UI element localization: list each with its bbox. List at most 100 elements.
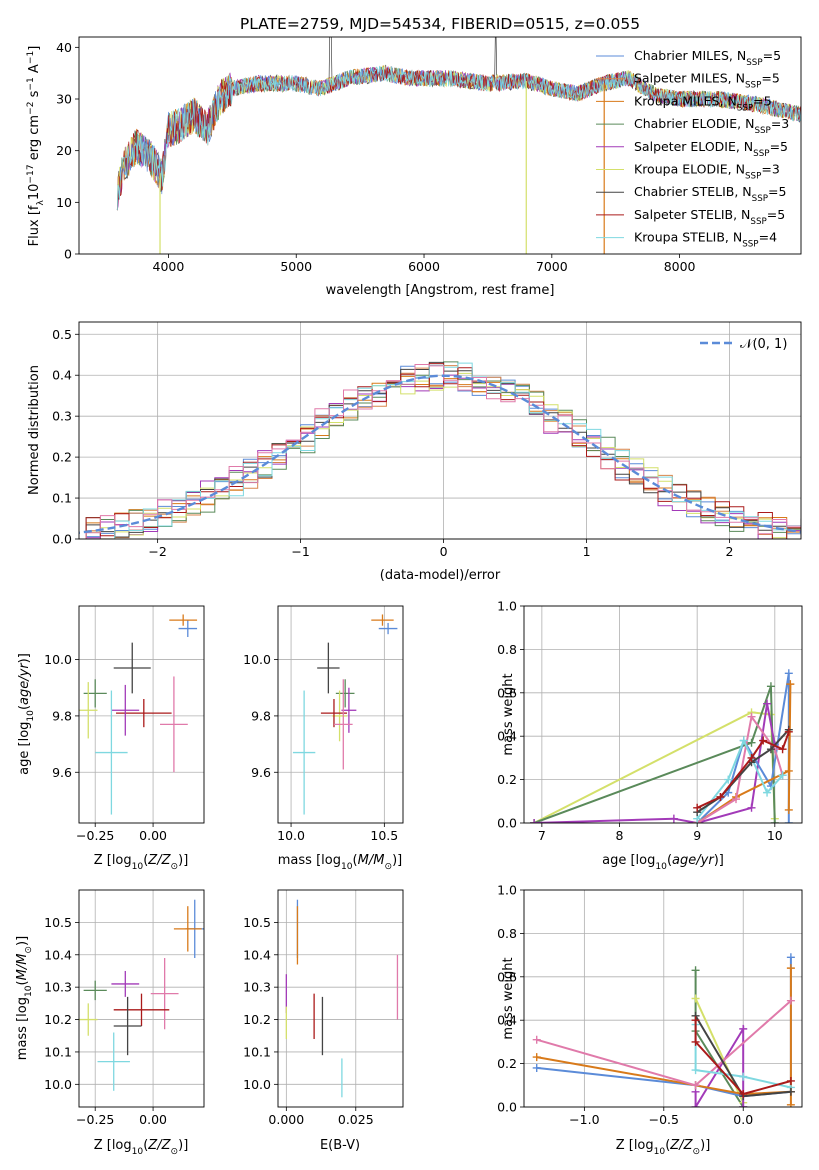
weight-marker (747, 803, 756, 812)
legend-label: 𝒩(0, 1) (740, 337, 787, 352)
weight-marker (786, 1100, 795, 1107)
weight-marker (786, 1087, 795, 1096)
y-tick-label: 0.8 (497, 926, 517, 941)
axes-massweight-vs-Z: −1.0 −0.5 0.0 0.0 0.2 0.4 0.6 0.8 1.0 mass weight… (497, 883, 803, 1157)
weight-marker (766, 745, 775, 754)
x-tick-label: 7000 (536, 259, 568, 274)
x-tick-label: 10.0 (277, 828, 305, 843)
x-tick-label: 10.5 (370, 828, 398, 843)
y-tick-label: 0.2 (497, 772, 517, 787)
weight-marker (786, 964, 795, 973)
weight-marker (784, 727, 793, 736)
weight-marker (786, 953, 795, 962)
x-tick-label: 0 (440, 544, 448, 559)
legend-label: Salpeter MILES, NSSP=5 (634, 71, 780, 91)
y-axis-label: mass [log10(M/M⊙)] (15, 936, 34, 1060)
y-tick-label: 10.3 (44, 980, 72, 995)
y-axis-label: Flux [fλ10−17 erg cm−2 s−1 A−1] (26, 46, 46, 247)
x-axis-label: Z [log10(Z/Z⊙)] (616, 1138, 711, 1157)
x-tick-label: −0.25 (76, 1112, 114, 1127)
weight-marker (778, 771, 787, 780)
weight-marker (786, 680, 795, 689)
x-tick-label: −1 (291, 544, 309, 559)
x-tick-label: 0.00 (139, 828, 167, 843)
x-axis-label: Z [log10(Z/Z⊙)] (94, 1138, 189, 1157)
weight-marker (724, 775, 733, 784)
y-axis-label: age [log10(age/yr)] (17, 653, 36, 775)
legend-label: Kroupa STELIB, NSSP=4 (634, 230, 777, 250)
y-tick-label: 10.3 (243, 980, 271, 995)
y-tick-label: 0.6 (497, 685, 517, 700)
weight-marker (786, 996, 795, 1005)
x-tick-label: 10 (767, 828, 783, 843)
weight-marker (784, 766, 793, 775)
plot-area-massweight-vs-Z (532, 953, 795, 1107)
x-tick-label: −2 (148, 544, 166, 559)
axes-frame (277, 605, 404, 824)
weight-marker (778, 745, 787, 754)
y-tick-label: 10.4 (243, 947, 271, 962)
y-tick-label: 0.6 (497, 969, 517, 984)
y-tick-label: 0.2 (52, 450, 72, 465)
y-tick-label: 0.4 (497, 729, 517, 744)
weight-marker (691, 1066, 700, 1075)
legend-label: Kroupa MILES, NSSP=5 (634, 93, 772, 113)
weight-line (694, 1020, 792, 1096)
figure-title: PLATE=2759, MJD=54534, FIBERID=0515, z=0… (240, 15, 640, 33)
x-tick-label: 0.0 (733, 1112, 753, 1127)
x-tick-label: 0.025 (338, 1112, 374, 1127)
x-tick-label: 2 (726, 544, 734, 559)
weight-line (533, 711, 776, 823)
y-tick-label: 10.1 (243, 1044, 271, 1059)
y-tick-label: 9.8 (52, 708, 72, 723)
weight-line (696, 673, 790, 823)
axes-frame (78, 321, 802, 540)
weight-marker (716, 792, 725, 801)
weight-marker (693, 803, 702, 812)
x-tick-label: 9 (693, 828, 701, 843)
plot-area-residuals (79, 361, 801, 539)
y-tick-label: 0 (64, 247, 72, 262)
x-tick-label: −0.25 (76, 828, 114, 843)
x-axis-label: age [log10(age/yr)] (602, 853, 724, 872)
y-tick-label: 10.0 (44, 1077, 72, 1092)
axes-mass-vs-ebv: 0.000 0.025 10.0 10.1 10.2 10.3 10.4 10.5 E(B-V) (243, 889, 404, 1153)
weight-marker (691, 1037, 700, 1046)
x-tick-label: 6000 (408, 259, 440, 274)
legend-label: Salpeter ELODIE, NSSP=5 (634, 139, 788, 159)
x-axis-label: (data-model)/error (380, 568, 501, 583)
y-tick-label: 0.0 (497, 816, 517, 831)
weight-marker (784, 669, 793, 678)
axes-mass-vs-Z: −0.25 0.00 10.0 10.1 10.2 10.3 10.4 10.5 Z [log1… (15, 889, 205, 1157)
y-tick-label: 10.0 (243, 1077, 271, 1092)
weight-marker (691, 966, 700, 975)
y-tick-label: 0.8 (497, 642, 517, 657)
plot-area-mass-vs-ebv (285, 899, 399, 1098)
y-axis-label: Normed distribution (27, 365, 42, 495)
plot-area-age-vs-mass (292, 614, 398, 815)
weight-marker (747, 712, 756, 721)
y-tick-label: 1.0 (497, 883, 517, 898)
y-tick-label: 10.0 (243, 652, 271, 667)
weight-marker (784, 805, 793, 814)
axes-frame (277, 889, 404, 1108)
plot-area-massweight-vs-age (530, 669, 795, 823)
spectrum-line (116, 65, 801, 211)
weight-marker (763, 699, 772, 708)
weight-line (696, 731, 790, 809)
x-tick-label: 7 (538, 828, 546, 843)
weight-marker (739, 1024, 748, 1033)
axes-frame (523, 889, 803, 1108)
y-tick-label: 10.5 (243, 915, 271, 930)
weight-marker (532, 1053, 541, 1062)
y-tick-label: 0.4 (52, 368, 72, 383)
plot-area-age-vs-Z (79, 614, 198, 815)
weight-marker (784, 819, 793, 823)
y-tick-label: 10.1 (44, 1044, 72, 1059)
axes-frame (78, 36, 802, 255)
weight-marker (739, 1103, 748, 1107)
y-axis-label: mass weight (501, 957, 516, 1039)
weight-marker (691, 994, 700, 1003)
legend-label: Salpeter STELIB, NSSP=5 (634, 207, 785, 227)
